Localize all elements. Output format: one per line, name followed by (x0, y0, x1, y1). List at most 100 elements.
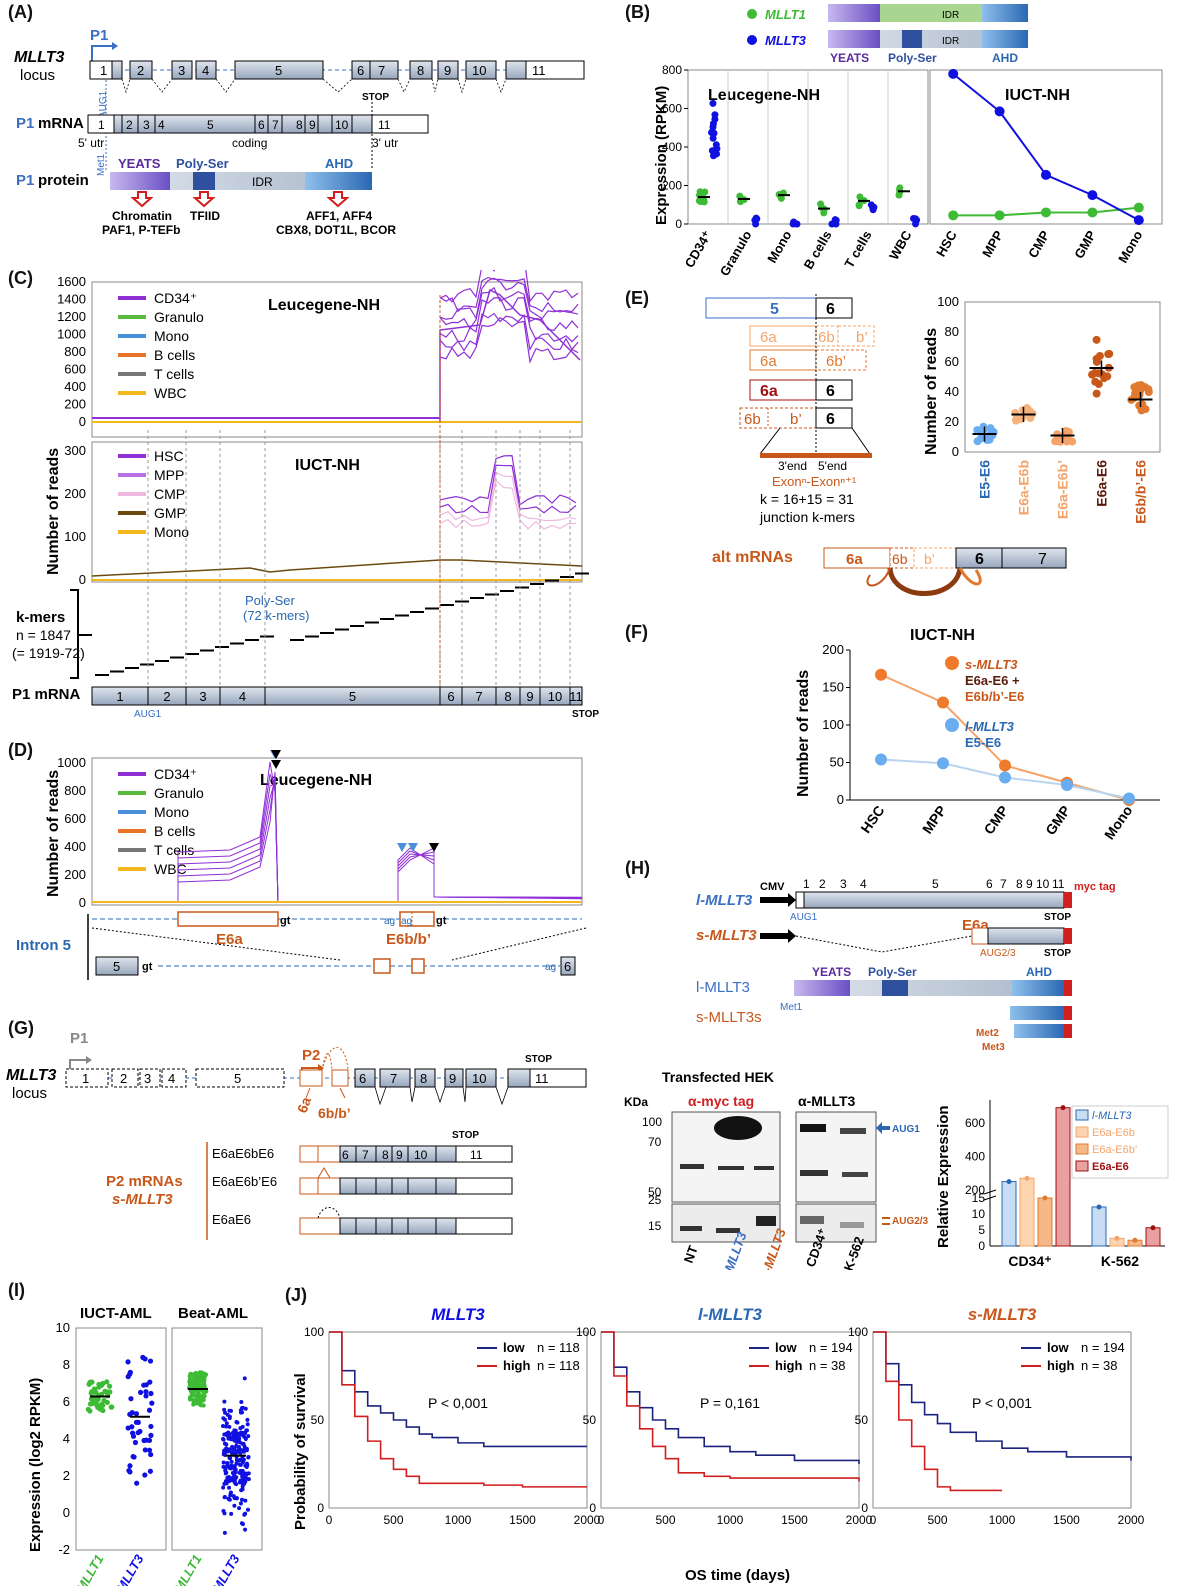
svg-text:5'end: 5'end (818, 459, 847, 473)
i-point (130, 1433, 137, 1439)
c-mrna-exon: 11 (569, 689, 583, 704)
i-point (245, 1463, 250, 1468)
svg-text:6a: 6a (760, 329, 777, 346)
svg-text:AFF1, AFF4: AFF1, AFF4 (306, 209, 373, 223)
panel-b-expression: MLLT1 MLLT3 IDR IDR YEATS Poly-Ser AHD E… (653, 4, 1163, 275)
svg-text:STOP: STOP (572, 709, 599, 720)
i-point (125, 1359, 131, 1365)
a-locus-label: locus (20, 67, 55, 84)
svg-text:YEATS: YEATS (812, 965, 851, 979)
f-point (875, 753, 887, 766)
e-point (1130, 383, 1139, 392)
b-right-xlabel: MPP (979, 228, 1006, 260)
f-point (875, 668, 887, 681)
i-point (201, 1376, 207, 1382)
svg-text:6b’: 6b’ (826, 353, 846, 370)
e-xlabel: E6a-E6b (1016, 460, 1032, 515)
i-point (142, 1472, 148, 1478)
j-ytick: 0 (589, 1501, 596, 1515)
svg-text:11: 11 (532, 63, 546, 78)
b-left-point (709, 99, 717, 107)
i-point (232, 1473, 237, 1478)
i-point (245, 1417, 250, 1422)
svg-text:gt: gt (280, 915, 291, 927)
svg-text:(72 k-mers): (72 k-mers) (243, 608, 309, 623)
i-point (227, 1424, 232, 1429)
svg-text:2: 2 (126, 118, 133, 132)
svg-text:P1 mRNA: P1 mRNA (12, 686, 81, 703)
svg-text:10: 10 (472, 63, 486, 78)
h-ytick-bot: 5 (978, 1223, 985, 1237)
f-ytick: 150 (822, 680, 844, 695)
svg-text:E5-E6: E5-E6 (965, 735, 1001, 750)
i-point (225, 1461, 230, 1466)
c-trace-iuct (439, 454, 577, 506)
h-ytick-top: 200 (965, 1183, 985, 1197)
j-ytick: 50 (311, 1413, 325, 1427)
j-ytick: 0 (317, 1501, 324, 1515)
c-top-ytick: 1000 (57, 327, 86, 342)
j-pvalue: P < 0,001 (428, 1395, 488, 1411)
a-ahd: AHD (325, 156, 353, 171)
j-low-label: low (775, 1340, 798, 1355)
d-ylabel: Number of reads (45, 770, 62, 897)
j-low-label: low (1047, 1340, 1070, 1355)
h-legend-item: E6a-E6b’ (1092, 1144, 1137, 1156)
svg-text:AUG2/3: AUG2/3 (980, 948, 1016, 959)
svg-text:Number of reads: Number of reads (923, 328, 940, 455)
svg-text:k = 16+15 = 31: k = 16+15 = 31 (760, 491, 854, 507)
j-xtick: 2000 (846, 1513, 873, 1527)
e-xlabel: E6a-E6b’ (1055, 460, 1071, 519)
i-point (222, 1494, 227, 1499)
svg-text:P1: P1 (70, 1030, 88, 1047)
a-mrna-word: mRNA (38, 115, 84, 132)
b-right-point (994, 106, 1005, 117)
c-top-title: Leucegene-NH (268, 297, 380, 314)
i-point (226, 1476, 231, 1481)
f-xlabel: CMP (980, 803, 1011, 838)
svg-text:6: 6 (342, 1148, 349, 1162)
i-point (143, 1389, 149, 1395)
svg-text:6: 6 (826, 411, 835, 428)
j-high-n: n = 38 (809, 1358, 846, 1373)
c-trace-cd34 (439, 312, 579, 352)
c-trace-cd34 (439, 270, 579, 303)
a-coding: coding (232, 136, 267, 150)
i-point (239, 1497, 244, 1502)
c-legend-top-item: WBC (154, 385, 187, 401)
panel-label-g: (G) (8, 1018, 34, 1038)
f-ytick: 50 (830, 755, 844, 770)
d-ytick: 800 (64, 783, 86, 798)
b-left-point (856, 193, 864, 201)
b-left-xlabel: CD34⁺ (682, 228, 715, 270)
c-trace-cd34 (439, 277, 579, 320)
a-aug1: AUG1 (98, 90, 109, 118)
svg-text:1: 1 (100, 63, 107, 78)
svg-text:3'end: 3'end (778, 459, 807, 473)
c-coverage-traces (91, 270, 583, 581)
i-point (100, 1402, 106, 1409)
e-point (1092, 335, 1101, 344)
i-point (125, 1374, 131, 1380)
i-point (202, 1393, 207, 1399)
b-right-xlabel: Mono (1115, 228, 1145, 266)
i-point (187, 1374, 193, 1379)
svg-text:6b: 6b (892, 551, 908, 567)
svg-text:9: 9 (309, 118, 316, 132)
i-point (238, 1458, 243, 1463)
svg-text:AHD: AHD (992, 51, 1018, 65)
g-iso-exons (339, 1217, 457, 1235)
e-point (1144, 385, 1153, 394)
e-point (1092, 357, 1101, 366)
c-trace-iuct (439, 464, 577, 514)
c-bot-ytick: 300 (64, 443, 86, 458)
svg-text:AHD: AHD (1026, 965, 1052, 979)
i-point (132, 1439, 139, 1446)
i-point (91, 1386, 98, 1392)
h-group-label: K-562 (1101, 1253, 1139, 1269)
i-point (222, 1399, 227, 1404)
i-point (149, 1400, 155, 1406)
i-point (147, 1358, 154, 1364)
